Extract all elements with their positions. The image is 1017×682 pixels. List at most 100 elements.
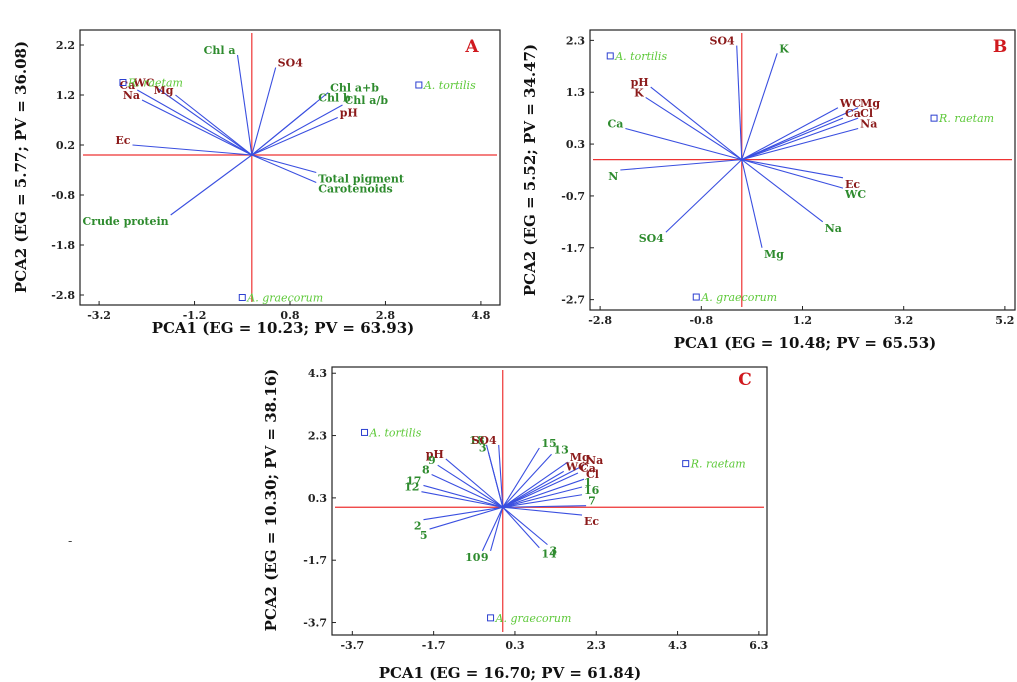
x-tick-label: 4.3 bbox=[668, 639, 687, 652]
vector-label: Chl b bbox=[318, 92, 351, 105]
loading-vector bbox=[741, 159, 763, 248]
x-tick-label: 6.3 bbox=[749, 639, 768, 652]
loading-vector bbox=[251, 116, 338, 156]
loading-vector bbox=[445, 458, 504, 508]
vector-label: WC bbox=[132, 77, 154, 90]
loading-vector bbox=[502, 478, 585, 508]
vector-label: pH bbox=[340, 107, 358, 120]
vector-label: Ca bbox=[580, 462, 596, 475]
vector-label: 12 bbox=[404, 481, 419, 494]
vector-label: 8 bbox=[422, 464, 430, 477]
y-axis-label: PCA2 (EG = 5.77; PV = 36.08) bbox=[12, 41, 30, 293]
vector-label: Chl a+b bbox=[330, 82, 379, 95]
loading-vector bbox=[502, 506, 548, 546]
vector-label: Ec bbox=[584, 515, 599, 528]
vector-label: Cl bbox=[860, 107, 873, 120]
vector-label: 9 bbox=[481, 551, 489, 564]
loading-vector bbox=[502, 464, 585, 508]
loading-vector bbox=[251, 154, 317, 184]
site-marker bbox=[361, 428, 369, 436]
loading-vector bbox=[137, 89, 253, 156]
vector-label: SO4 bbox=[710, 35, 736, 48]
vector-label: Mg bbox=[764, 248, 784, 261]
vector-label: Ca bbox=[845, 107, 861, 120]
vector-label: Ec bbox=[845, 178, 860, 191]
vector-label: WC bbox=[565, 460, 587, 473]
loading-vector bbox=[741, 107, 859, 161]
vector-label: 15 bbox=[541, 437, 556, 450]
y-tick-label: -1.7 bbox=[561, 242, 585, 255]
loading-vector bbox=[625, 127, 742, 161]
vector-label: Na bbox=[825, 222, 842, 235]
vector-label: N bbox=[608, 170, 618, 183]
x-axis-label: PCA1 (EG = 10.48; PV = 65.53) bbox=[674, 334, 937, 352]
y-axis-label: PCA2 (EG = 5.52; PV = 34.47) bbox=[521, 44, 539, 296]
loading-vector bbox=[665, 159, 743, 233]
loading-vector bbox=[650, 86, 743, 161]
y-axis-label: PCA2 (EG = 10.30; PV = 38.16) bbox=[262, 369, 280, 632]
y-tick-label: 0.2 bbox=[56, 139, 75, 152]
y-tick-label: 0.3 bbox=[566, 138, 585, 151]
loading-vector bbox=[741, 159, 824, 223]
vector-label: K bbox=[779, 42, 789, 55]
vector-label: 1 bbox=[584, 476, 592, 489]
site-marker bbox=[119, 79, 127, 86]
vector-label: Carotenoids bbox=[318, 183, 393, 196]
vector-label: SO4 bbox=[471, 434, 497, 447]
loading-vector bbox=[741, 117, 844, 161]
y-tick-label: 1.2 bbox=[56, 89, 75, 102]
vector-label: Chl a/b bbox=[345, 94, 389, 107]
loading-vector bbox=[741, 107, 839, 161]
loading-vector bbox=[502, 472, 579, 508]
x-tick-label: 4.8 bbox=[471, 309, 490, 322]
loading-vector bbox=[429, 506, 503, 530]
y-tick-label: 2.3 bbox=[566, 34, 585, 47]
panel-a: -3.2 -1.2 0.8 2.8 4.8 2.2 1.2 0.2 -0.8 -1.8 -2.8 Ch… bbox=[12, 29, 501, 337]
vector-label: 9 bbox=[428, 454, 436, 467]
loading-vector bbox=[423, 506, 503, 521]
site-marker bbox=[606, 52, 614, 60]
site-label: R. raetam bbox=[938, 112, 994, 125]
y-tick-label: -1.8 bbox=[51, 239, 75, 252]
vector-label: WC bbox=[844, 188, 866, 201]
y-tick-label: -0.8 bbox=[51, 189, 75, 202]
x-tick-label: -1.2 bbox=[183, 309, 207, 322]
vector-label: 2 bbox=[414, 520, 422, 533]
site-marker bbox=[682, 460, 690, 468]
y-tick-label: -2.7 bbox=[561, 294, 585, 307]
loading-vector bbox=[502, 453, 552, 508]
vector-label: Ca bbox=[608, 118, 624, 131]
panel-letter: A bbox=[464, 37, 479, 57]
vector-label: WC bbox=[839, 97, 861, 110]
y-tick-label: 2.3 bbox=[308, 430, 327, 443]
loading-vector bbox=[502, 506, 583, 516]
site-label: A. tortilis bbox=[614, 50, 667, 63]
loading-vector bbox=[645, 96, 743, 161]
plot-frame bbox=[79, 29, 501, 306]
x-axis-label: PCA1 (EG = 10.23; PV = 63.93) bbox=[152, 319, 415, 337]
stray-dash: - bbox=[68, 534, 72, 548]
y-tick-label: -2.8 bbox=[51, 289, 75, 302]
loading-vector bbox=[236, 54, 253, 156]
loading-vector bbox=[620, 159, 742, 171]
x-axis-label: PCA1 (EG = 16.70; PV = 61.84) bbox=[379, 664, 642, 682]
vector-label: Na bbox=[860, 118, 877, 131]
loading-vector bbox=[741, 159, 844, 179]
loading-vector bbox=[502, 506, 540, 549]
vector-label: 3 bbox=[549, 545, 557, 558]
loading-vector bbox=[170, 154, 253, 216]
site-marker bbox=[692, 293, 700, 301]
vector-label: Crude protein bbox=[83, 215, 169, 228]
vector-label: 17 bbox=[406, 474, 421, 487]
loading-vector bbox=[502, 470, 565, 508]
vector-label: 16 bbox=[584, 484, 600, 497]
site-marker bbox=[238, 294, 246, 301]
x-tick-label: 1.2 bbox=[793, 314, 812, 327]
site-label: R. raetam bbox=[690, 458, 746, 471]
x-tick-label: -0.8 bbox=[689, 314, 713, 327]
vector-label: Total pigment bbox=[318, 173, 405, 186]
x-tick-label: -3.7 bbox=[340, 639, 364, 652]
loading-vector bbox=[498, 444, 504, 508]
loading-vector bbox=[251, 67, 277, 156]
y-tick-label: 4.3 bbox=[308, 367, 327, 380]
